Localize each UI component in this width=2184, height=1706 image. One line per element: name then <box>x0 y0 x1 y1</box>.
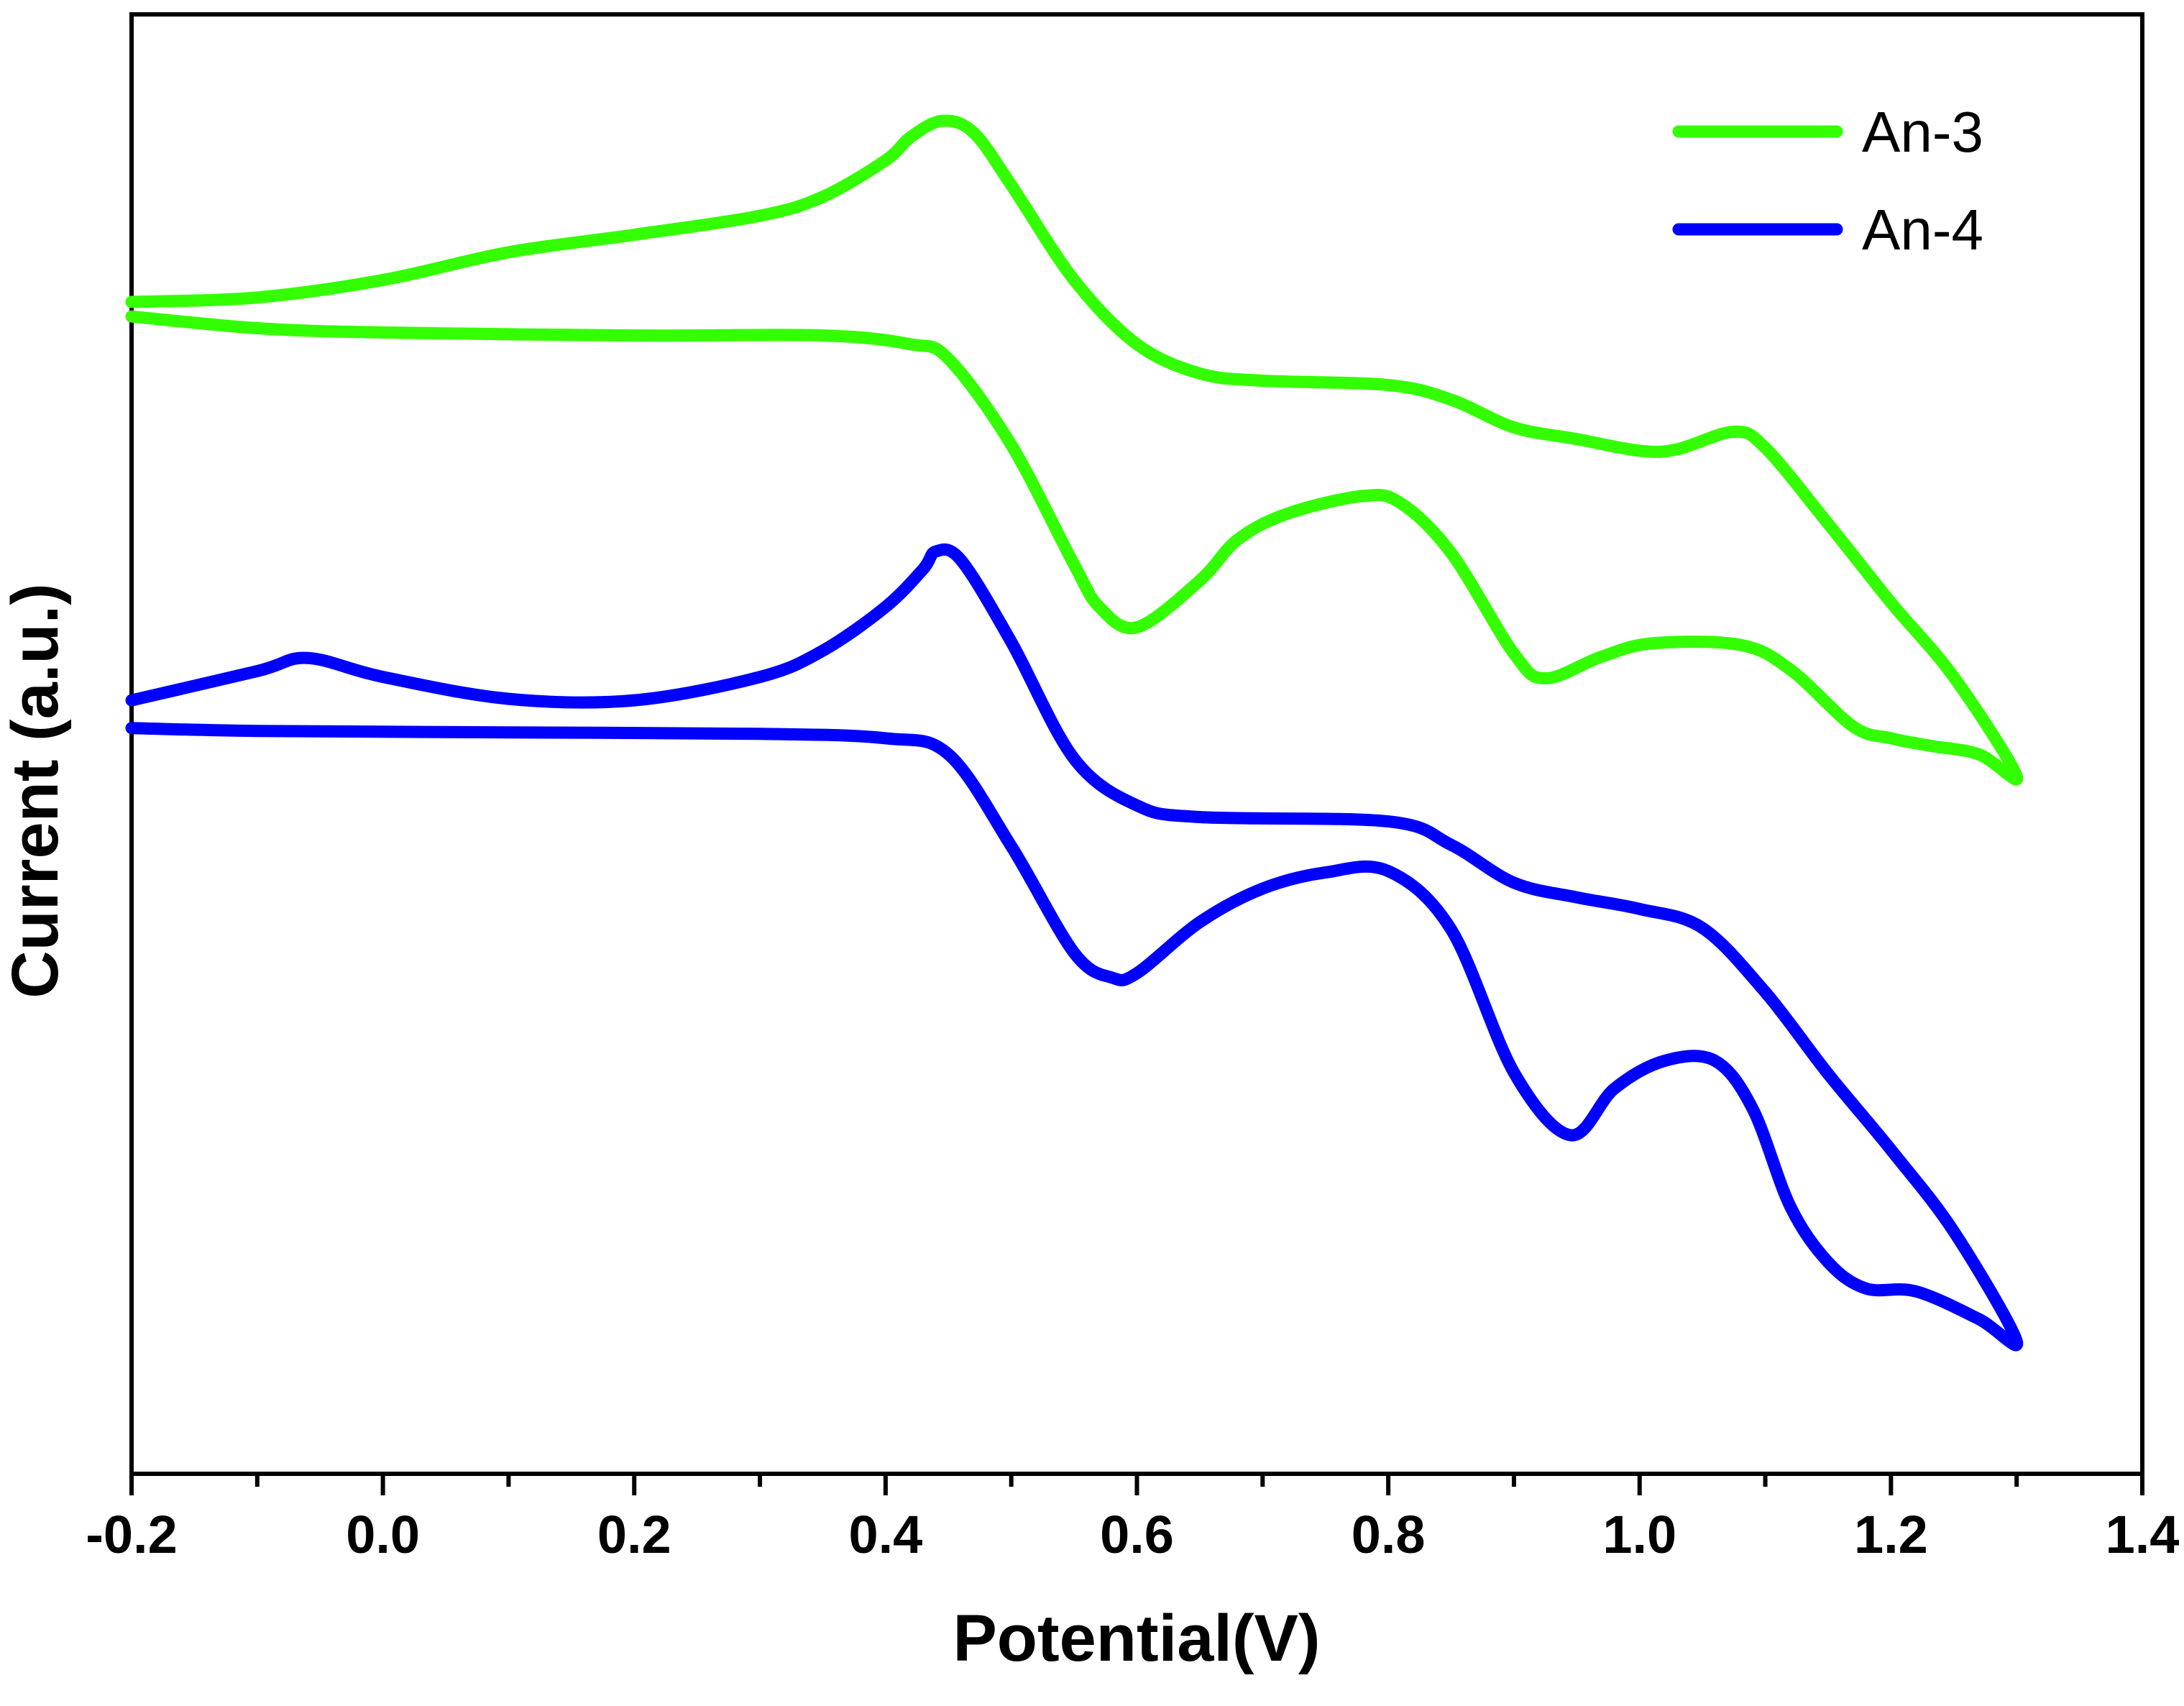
x-axis-label: Potential(V) <box>953 1602 1320 1675</box>
x-tick-label: 0.6 <box>1100 1505 1174 1564</box>
y-axis-label: Current (a.u.) <box>0 583 72 999</box>
x-tick-label: 0.0 <box>346 1505 420 1564</box>
x-tick-label: -0.2 <box>86 1505 178 1564</box>
legend-label: An-4 <box>1862 198 1983 262</box>
series-line-an-3 <box>125 114 2024 786</box>
legend-label: An-3 <box>1862 100 1983 164</box>
x-tick-label: 1.2 <box>1854 1505 1928 1564</box>
x-axis-ticks: -0.2 0.0 0.2 0.4 0.6 0.8 1.0 1.2 1.4 <box>86 1474 2179 1564</box>
series-layer <box>125 114 2024 1352</box>
legend: An-3 An-4 <box>1672 100 1983 262</box>
x-tick-label: 0.2 <box>597 1505 671 1564</box>
x-tick-label: 1.4 <box>2106 1505 2180 1564</box>
x-tick-label: 0.8 <box>1352 1505 1426 1564</box>
x-tick-label: 0.4 <box>848 1505 922 1564</box>
series-line-an-4 <box>125 543 2024 1352</box>
x-tick-label: 1.0 <box>1602 1505 1676 1564</box>
